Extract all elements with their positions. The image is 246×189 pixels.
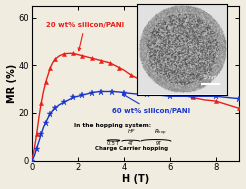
Text: 20 wt% silicon/PANI: 20 wt% silicon/PANI: [46, 22, 124, 51]
Text: $R_{hop}$: $R_{hop}$: [154, 128, 167, 138]
Text: 5 nm: 5 nm: [204, 75, 217, 80]
Circle shape: [107, 140, 120, 141]
Text: 4T: 4T: [128, 141, 134, 146]
Text: 9T: 9T: [155, 141, 161, 146]
Text: Charge Carrier hopping: Charge Carrier hopping: [95, 146, 169, 151]
Text: $H^p$: $H^p$: [127, 128, 136, 136]
X-axis label: H (T): H (T): [122, 174, 149, 184]
Text: 0.5 T: 0.5 T: [107, 141, 120, 146]
Text: In the hopping system:: In the hopping system:: [75, 123, 152, 128]
Y-axis label: MR (%): MR (%): [7, 64, 17, 103]
Text: 60 wt% silicon/PANI: 60 wt% silicon/PANI: [112, 94, 190, 114]
